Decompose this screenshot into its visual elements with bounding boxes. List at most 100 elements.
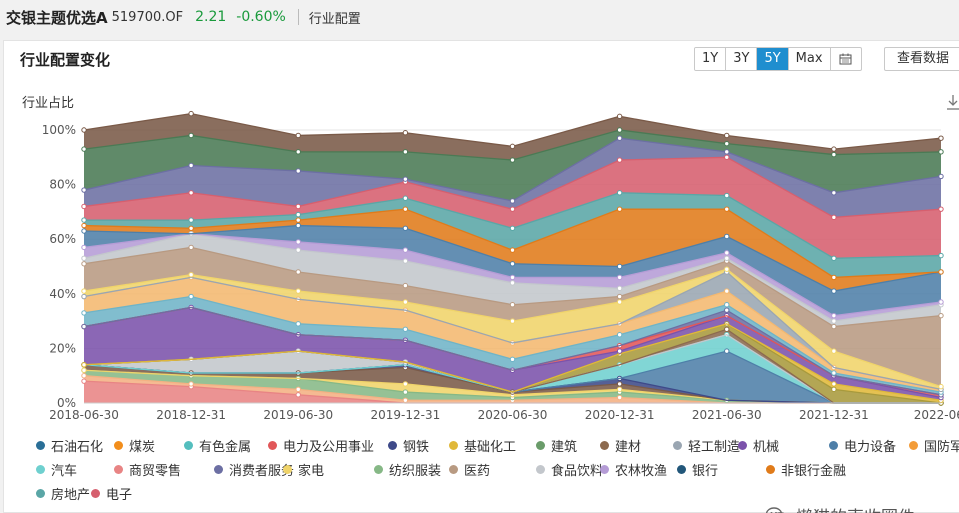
data-point <box>81 310 87 316</box>
legend-item[interactable]: 汽车 <box>36 459 77 479</box>
legend-item[interactable]: 商贸零售 <box>114 459 181 479</box>
data-point <box>724 154 730 161</box>
legend-swatch <box>600 464 609 474</box>
area-band <box>84 323 941 403</box>
area-band <box>84 130 941 201</box>
data-point <box>724 302 730 308</box>
x-tick-label: 2018-06-30 <box>49 408 119 422</box>
data-point <box>616 127 623 133</box>
legend-label: 电力设备 <box>844 439 897 455</box>
area-band <box>84 277 941 393</box>
data-point <box>616 394 623 401</box>
data-point <box>188 217 194 223</box>
legend-item[interactable]: 农林牧渔 <box>600 459 667 479</box>
legend-label: 钢铁 <box>403 439 430 455</box>
range-button-3y[interactable]: 3Y <box>726 48 758 70</box>
legend-item[interactable]: 建筑 <box>536 435 577 455</box>
x-tick-label: 2020-06-30 <box>478 408 548 422</box>
legend-item[interactable]: 钢铁 <box>388 435 429 455</box>
legend-label: 房地产 <box>51 487 91 503</box>
area-band <box>84 296 941 395</box>
wechat-icon <box>766 506 786 513</box>
data-point <box>938 269 944 275</box>
data-point <box>616 386 623 393</box>
legend-item[interactable]: 非银行金融 <box>766 459 846 479</box>
download-icon[interactable] <box>946 93 959 111</box>
data-point <box>724 149 730 155</box>
x-tick-label: 2021-12-31 <box>799 408 869 422</box>
legend-swatch <box>677 464 686 474</box>
legend-item[interactable]: 煤炭 <box>114 435 155 455</box>
range-button-max[interactable]: Max <box>788 48 831 70</box>
legend-item[interactable]: 国防军工 <box>909 435 959 455</box>
legend-item[interactable]: 基础化工 <box>449 435 516 455</box>
panel-title: 行业配置变化 <box>20 51 111 69</box>
legend-item[interactable]: 电力设备 <box>829 435 896 455</box>
data-point <box>188 190 194 196</box>
calendar-button[interactable] <box>831 48 861 70</box>
legend-item[interactable]: 电子 <box>91 483 132 503</box>
data-point <box>509 261 516 267</box>
y-tick-label: 20% <box>49 341 76 355</box>
legend-item[interactable]: 消费者服务 <box>214 459 294 479</box>
legend-item[interactable]: 房地产 <box>36 483 90 503</box>
data-point <box>81 127 87 133</box>
x-tick-label: 2018-12-31 <box>156 408 226 422</box>
legend-label: 医药 <box>464 463 491 479</box>
data-point <box>402 397 409 403</box>
legend-item[interactable]: 纺织服装 <box>374 459 441 479</box>
data-point <box>295 386 301 393</box>
legend-item[interactable]: 食品饮料 <box>536 459 603 479</box>
legend-label: 机械 <box>753 439 780 455</box>
range-button-1y[interactable]: 1Y <box>695 48 727 70</box>
data-point <box>402 195 409 201</box>
data-point <box>188 162 194 169</box>
data-point <box>724 132 730 139</box>
breadcrumb[interactable]: 行业配置 <box>308 11 361 27</box>
view-data-button[interactable]: 查看数据 <box>884 47 959 71</box>
area-band <box>84 138 941 218</box>
legend-item[interactable]: 家电 <box>283 459 324 479</box>
data-point <box>938 383 944 390</box>
legend-item[interactable]: 机械 <box>738 435 779 455</box>
data-point <box>295 168 301 174</box>
legend-item[interactable]: 电力及公用事业 <box>268 435 374 455</box>
data-point <box>724 288 730 294</box>
data-point <box>938 252 944 259</box>
data-point <box>402 247 409 253</box>
area-band <box>84 157 941 259</box>
legend-item[interactable]: 石油石化 <box>36 435 103 455</box>
legend-item[interactable]: 建材 <box>600 435 641 455</box>
legend-swatch <box>738 440 747 450</box>
data-point <box>402 299 409 305</box>
data-point <box>81 323 87 330</box>
calendar-icon <box>839 53 852 65</box>
legend-item[interactable]: 银行 <box>677 459 718 479</box>
data-point <box>402 389 409 395</box>
data-point <box>616 332 623 338</box>
y-tick-label: 80% <box>49 178 76 192</box>
data-point <box>831 386 837 393</box>
watermark: 懒猫的声收圈件 <box>766 503 915 513</box>
header-divider <box>297 9 299 25</box>
series-line <box>83 306 942 396</box>
legend-item[interactable]: 有色金属 <box>184 435 251 455</box>
series-line <box>83 323 942 401</box>
data-point <box>616 157 623 163</box>
legend-item[interactable]: 医药 <box>449 459 490 479</box>
legend-item[interactable]: 轻工制造 <box>673 435 740 455</box>
data-point <box>188 381 194 387</box>
data-point <box>188 271 194 278</box>
data-point <box>616 113 623 120</box>
data-point <box>295 321 301 327</box>
range-button-5y[interactable]: 5Y <box>757 48 789 70</box>
data-point <box>402 206 409 212</box>
data-point <box>509 157 516 163</box>
data-point <box>509 198 516 204</box>
data-point <box>831 318 837 324</box>
data-point <box>831 190 837 196</box>
y-axis-title: 行业占比 <box>22 96 75 111</box>
data-point <box>81 146 87 152</box>
data-point <box>724 206 730 212</box>
legend-swatch <box>214 464 223 474</box>
